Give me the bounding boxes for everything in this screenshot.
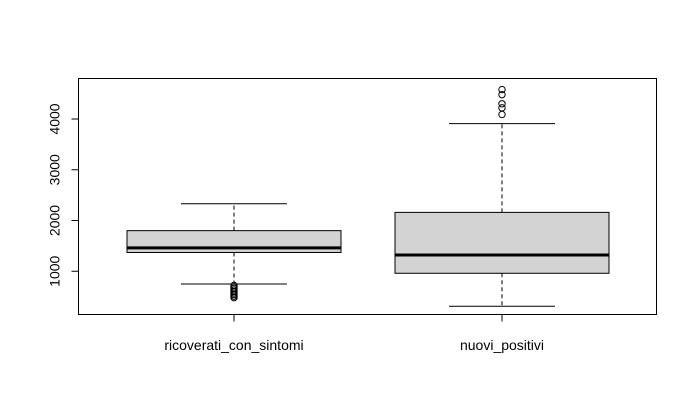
plot-frame — [78, 78, 657, 315]
outlier-point — [498, 90, 506, 99]
y-axis: 1000 2000 3000 4000 — [47, 103, 79, 287]
x-tick-label: ricoverati_con_sintomi — [164, 337, 303, 353]
outlier-point — [230, 293, 238, 302]
box-nuovi_positivi — [394, 85, 610, 307]
x-tick-label: nuovi_positivi — [460, 337, 544, 353]
y-tick-label: 2000 — [47, 205, 63, 236]
y-tick-label: 4000 — [47, 103, 63, 134]
y-tick-label: 3000 — [47, 154, 63, 185]
outlier-point — [498, 110, 506, 119]
x-axis: ricoverati_con_sintomi nuovi_positivi — [164, 314, 544, 353]
box-series — [126, 85, 610, 307]
outlier-point — [498, 100, 506, 108]
outlier-point — [498, 104, 506, 112]
y-tick-label: 1000 — [47, 255, 63, 286]
interquartile-box — [394, 211, 610, 274]
outlier-point — [498, 85, 506, 94]
box-ricoverati_con_sintomi — [126, 203, 342, 302]
